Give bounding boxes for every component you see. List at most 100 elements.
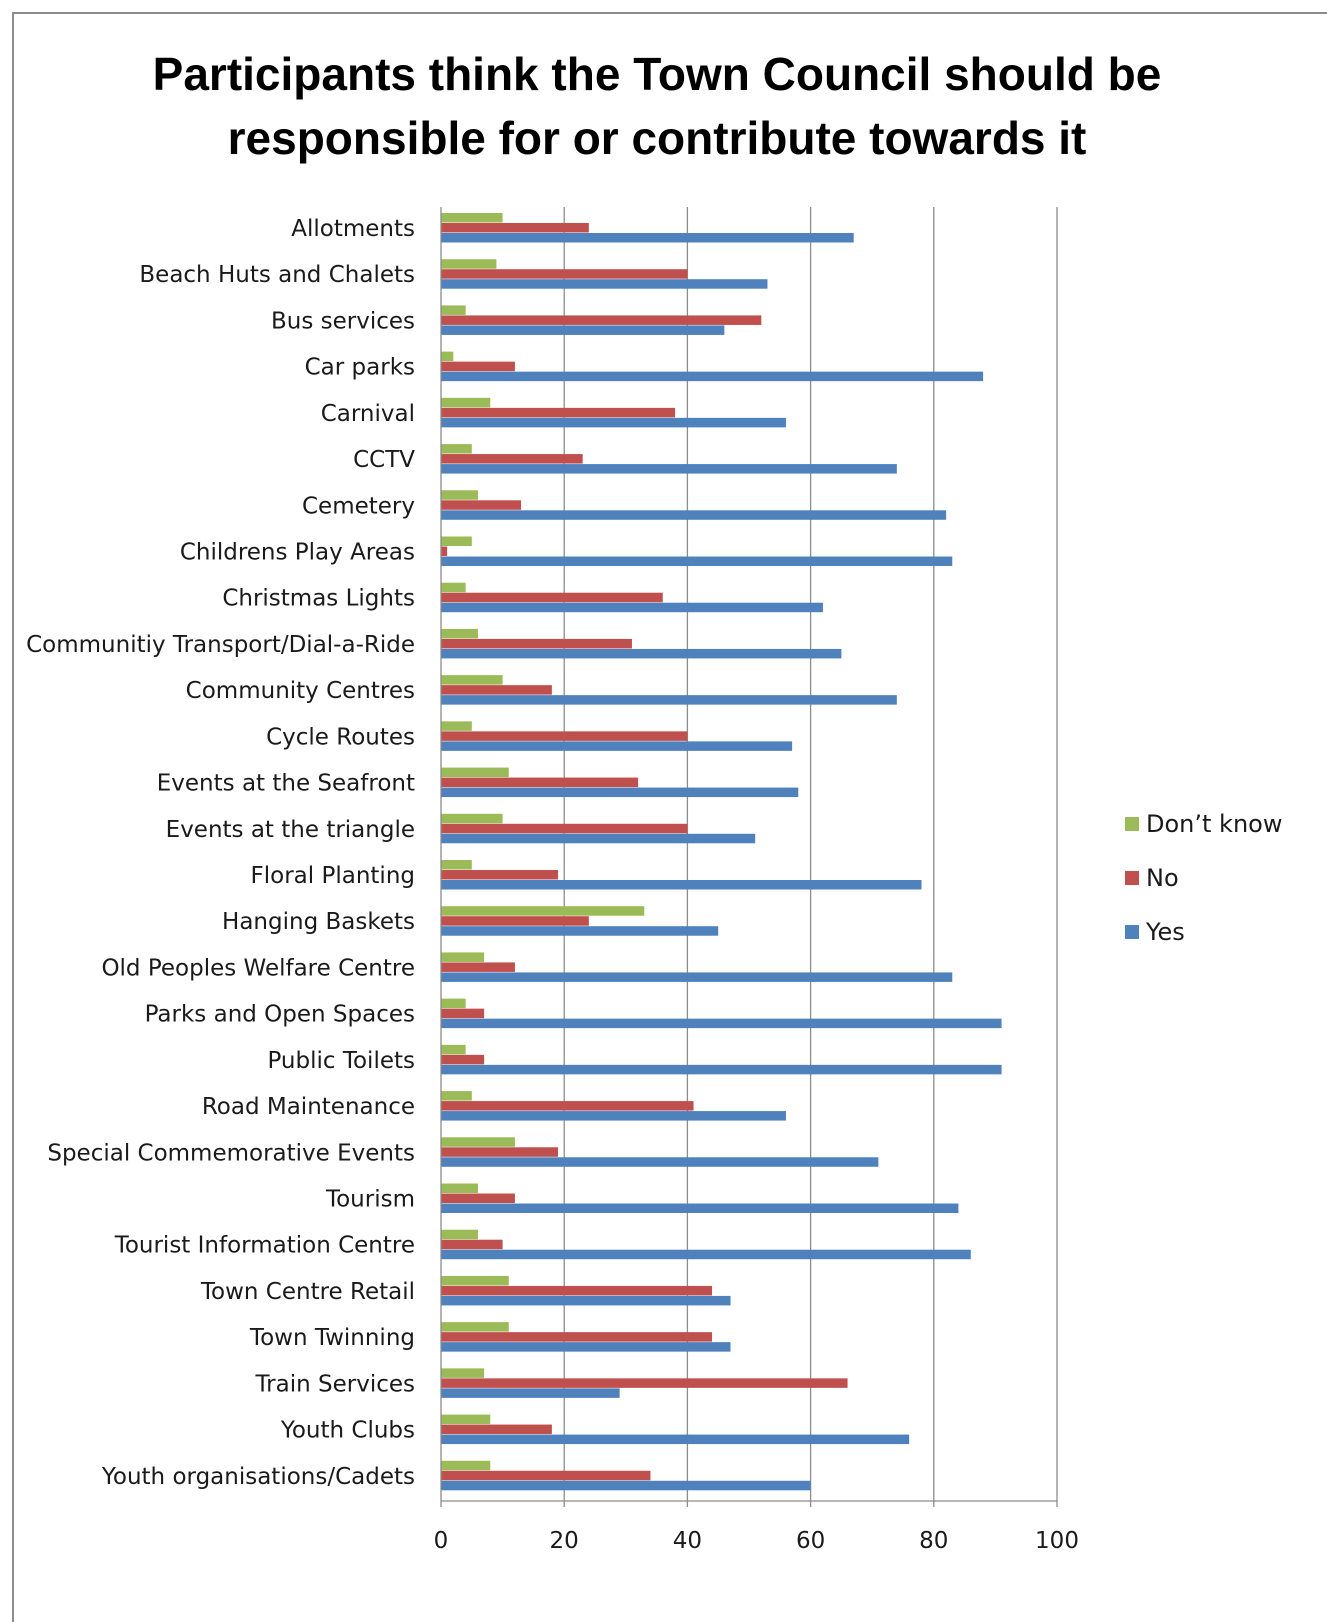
bar-no-24 (441, 1332, 713, 1342)
bar-dont-know-6 (441, 490, 478, 500)
bar-yes-25 (441, 1388, 620, 1398)
bar-dont-know-0 (441, 213, 503, 223)
bar-yes-11 (441, 741, 793, 751)
bar-yes-12 (441, 787, 799, 798)
bar-dont-know-22 (441, 1229, 478, 1240)
x-tick-label: 100 (1035, 1528, 1079, 1554)
legend-swatch (1125, 925, 1139, 939)
bar-no-27 (441, 1470, 651, 1481)
bar-yes-17 (441, 1018, 1002, 1029)
bar-yes-20 (441, 1157, 879, 1167)
category-label: Train Services (255, 1371, 415, 1397)
bar-no-22 (441, 1239, 503, 1250)
bar-yes-18 (441, 1064, 1002, 1075)
bar-dont-know-25 (441, 1368, 485, 1378)
category-label: Special Commemorative Events (47, 1140, 415, 1166)
category-label: Youth Clubs (280, 1418, 415, 1444)
bar-dont-know-9 (441, 628, 478, 639)
bar-no-17 (441, 1008, 485, 1019)
bar-yes-21 (441, 1203, 959, 1213)
bar-no-25 (441, 1378, 848, 1388)
category-labels: Allotments Beach Huts and Chalets Bus serv… (26, 216, 415, 1490)
bar-dont-know-16 (441, 952, 485, 962)
axes (440, 207, 1058, 1507)
category-label: Tourism (325, 1187, 415, 1213)
bar-dont-know-23 (441, 1275, 509, 1286)
bar-yes-2 (441, 325, 725, 335)
bar-dont-know-12 (441, 767, 509, 778)
bar-no-6 (441, 500, 522, 510)
bar-no-10 (441, 685, 552, 695)
category-label: Town Twinning (249, 1325, 415, 1351)
category-label: Events at the triangle (166, 817, 415, 843)
legend-label: Yes (1145, 918, 1185, 946)
bar-dont-know-8 (441, 582, 466, 593)
bar-yes-0 (441, 233, 854, 243)
bar-no-7 (441, 546, 448, 556)
category-label: Old Peoples Welfare Centre (101, 955, 415, 981)
bar-no-13 (441, 823, 688, 834)
bar-yes-13 (441, 833, 756, 844)
category-label: Public Toilets (267, 1048, 415, 1074)
legend: Don’t know No Yes (1125, 810, 1282, 946)
bar-no-23 (441, 1285, 713, 1296)
bar-yes-9 (441, 648, 842, 659)
bar-dont-know-10 (441, 675, 503, 685)
chart-title-line-1: Participants think the Town Council shou… (153, 48, 1162, 100)
bar-dont-know-14 (441, 860, 472, 870)
category-label: Childrens Play Areas (180, 540, 415, 566)
bar-dont-know-26 (441, 1414, 491, 1425)
bar-dont-know-15 (441, 906, 645, 916)
category-label: CCTV (353, 447, 415, 473)
bar-dont-know-13 (441, 813, 503, 824)
bar-no-2 (441, 315, 762, 325)
category-label: Events at the Seafront (157, 771, 415, 797)
bar-dont-know-20 (441, 1137, 515, 1147)
bar-no-16 (441, 962, 515, 972)
category-label: Bus services (271, 308, 415, 334)
bar-dont-know-19 (441, 1091, 472, 1101)
chart-title-line-2: responsible for or contribute towards it (228, 112, 1087, 164)
bar-yes-5 (441, 464, 897, 474)
bar-dont-know-27 (441, 1460, 491, 1471)
bar-no-18 (441, 1054, 485, 1065)
bar-yes-27 (441, 1480, 811, 1491)
category-label: Beach Huts and Chalets (139, 262, 415, 288)
x-tick-labels: 0 20 40 60 80 100 (434, 1528, 1079, 1554)
category-label: Car parks (305, 355, 415, 381)
bar-yes-14 (441, 880, 922, 890)
bar-no-8 (441, 592, 663, 603)
bar-dont-know-4 (441, 397, 491, 408)
bar-no-21 (441, 1193, 515, 1203)
bar-no-4 (441, 407, 676, 418)
category-label: Cycle Routes (266, 724, 415, 750)
bar-yes-22 (441, 1249, 971, 1260)
bar-dont-know-1 (441, 259, 497, 269)
bar-no-19 (441, 1101, 694, 1111)
category-label: Tourist Information Centre (114, 1233, 415, 1259)
bar-dont-know-7 (441, 536, 472, 546)
bar-no-14 (441, 870, 559, 880)
bar-no-9 (441, 638, 632, 649)
bar-no-1 (441, 269, 688, 279)
category-label: Community Centres (186, 678, 415, 704)
bar-dont-know-21 (441, 1183, 478, 1193)
bar-no-11 (441, 731, 688, 741)
bar-dont-know-17 (441, 998, 466, 1009)
bar-yes-7 (441, 556, 953, 566)
category-label: Town Centre Retail (200, 1279, 415, 1305)
bar-no-15 (441, 916, 589, 926)
bar-chart: Participants think the Town Council shou… (26, 48, 1282, 1554)
bar-no-26 (441, 1424, 552, 1435)
bar-yes-4 (441, 417, 786, 428)
bar-no-12 (441, 777, 639, 788)
category-label: Allotments (291, 216, 415, 242)
bar-yes-26 (441, 1434, 910, 1445)
category-label: Communitiy Transport/Dial-a-Ride (26, 632, 415, 658)
gridlines (563, 207, 1058, 1501)
bar-dont-know-2 (441, 305, 466, 315)
category-label: Youth organisations/Cadets (101, 1464, 415, 1490)
bar-yes-1 (441, 279, 768, 289)
category-label: Hanging Baskets (222, 909, 415, 935)
category-label: Christmas Lights (222, 586, 415, 612)
